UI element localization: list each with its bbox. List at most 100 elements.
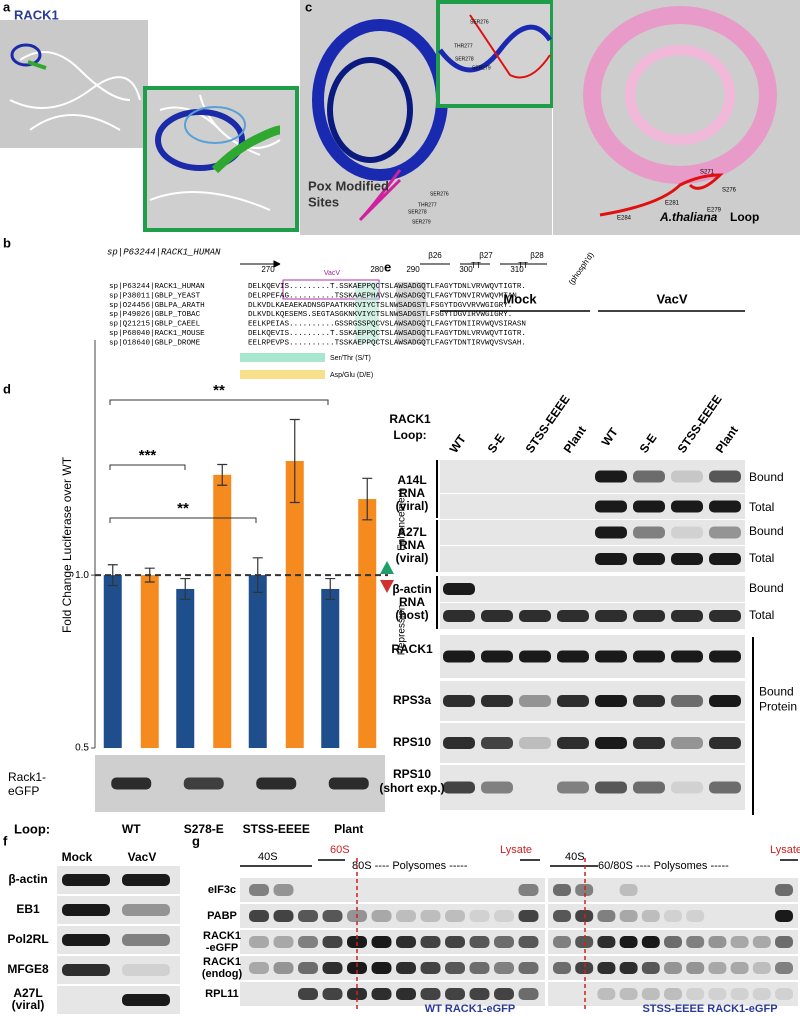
sequence: EELRPEVPS..........TSSKAEPPQCTSLAWSADGQT…	[248, 339, 526, 347]
band	[708, 936, 727, 948]
band	[328, 777, 369, 790]
band	[249, 936, 269, 948]
conserved	[396, 282, 426, 344]
band	[709, 553, 741, 565]
fraction-header: 60/80S ---- Polysomes -----	[598, 860, 729, 872]
band	[595, 610, 627, 622]
row-label: RPS10	[393, 767, 431, 781]
band	[420, 988, 441, 1000]
sequence-name: sp|P68040|RACK1_MOUSE	[109, 330, 205, 338]
band	[595, 526, 627, 539]
band	[641, 988, 660, 1000]
band	[298, 988, 318, 1000]
residue-label: THR277	[454, 43, 473, 49]
fraction-label: Bound	[749, 581, 784, 595]
band	[396, 988, 416, 1000]
band	[575, 936, 594, 948]
band	[633, 500, 665, 513]
lane-label: VacV	[128, 850, 157, 864]
band	[519, 695, 551, 707]
band	[469, 988, 490, 1000]
fraction-label: Bound	[749, 524, 784, 538]
band	[494, 962, 514, 974]
band	[122, 904, 170, 916]
structure-label: TT	[518, 261, 528, 270]
band	[633, 610, 665, 622]
band	[595, 650, 627, 663]
fraction-label: Total	[749, 500, 774, 514]
band	[633, 650, 665, 663]
band	[443, 737, 475, 749]
band	[557, 695, 589, 707]
blot	[548, 982, 798, 1006]
band	[469, 962, 490, 974]
residue-label: SER279	[472, 65, 491, 71]
band	[557, 737, 589, 749]
legend-swatch	[240, 353, 325, 362]
band	[62, 934, 110, 946]
band	[633, 781, 665, 794]
band	[595, 695, 627, 707]
structure-image	[0, 20, 148, 148]
label: Protein	[759, 700, 797, 714]
row-label: RPS3a	[393, 693, 431, 707]
band	[775, 988, 793, 1000]
residue-label: E279	[707, 208, 722, 214]
band	[322, 910, 343, 922]
band	[752, 962, 771, 974]
label: Bound	[759, 685, 794, 699]
band	[752, 988, 771, 1000]
label: Repression	[397, 605, 408, 656]
band	[671, 781, 703, 794]
band	[641, 936, 660, 948]
row-label: RACK1	[203, 956, 241, 968]
fraction-header: Lysate	[770, 844, 800, 856]
band	[256, 777, 297, 790]
error-bar	[107, 564, 118, 587]
fraction-header: 40S	[258, 851, 278, 863]
band	[709, 526, 741, 539]
row-label: (endog)	[202, 968, 243, 980]
sequence: DLKVDLKAEAEKADNSGPAATKRKVIYCTSLNWSADGSTL…	[248, 302, 512, 310]
band	[298, 910, 318, 922]
arrow	[240, 260, 281, 268]
band	[322, 988, 343, 1000]
sequence-name: sp|Q21215|GBLP_CAEEL	[109, 321, 201, 329]
band	[298, 962, 318, 974]
fraction-label: Total	[749, 551, 774, 565]
bar	[248, 575, 267, 748]
fraction-divider	[356, 858, 586, 1010]
row-label: (viral)	[12, 998, 45, 1012]
band	[553, 884, 571, 896]
band	[633, 470, 665, 483]
row-label: RNA	[399, 538, 425, 552]
band	[420, 936, 441, 948]
bar	[285, 461, 304, 748]
band	[633, 553, 665, 565]
band	[709, 650, 741, 663]
residue-label: SER278	[455, 56, 474, 62]
row-label: eIF3c	[208, 884, 236, 896]
band	[708, 962, 727, 974]
label: eGFP	[8, 784, 39, 798]
residue-label: THR277	[418, 202, 437, 208]
structure-label: β27	[479, 251, 493, 260]
band	[322, 962, 343, 974]
band	[708, 988, 727, 1000]
band	[595, 781, 627, 794]
band	[443, 650, 475, 663]
caption: Loop	[730, 210, 759, 224]
band	[62, 904, 110, 916]
band	[481, 650, 513, 663]
row-label: PABP	[207, 910, 237, 922]
position: 270	[261, 265, 275, 274]
label: Rack1-	[8, 770, 46, 784]
legend-swatch	[240, 370, 325, 379]
error-bar	[362, 477, 373, 521]
band	[709, 737, 741, 749]
ribosome	[9, 51, 141, 131]
band	[730, 988, 749, 1000]
helix	[211, 125, 281, 174]
x-tick-label: Plant	[334, 822, 363, 836]
